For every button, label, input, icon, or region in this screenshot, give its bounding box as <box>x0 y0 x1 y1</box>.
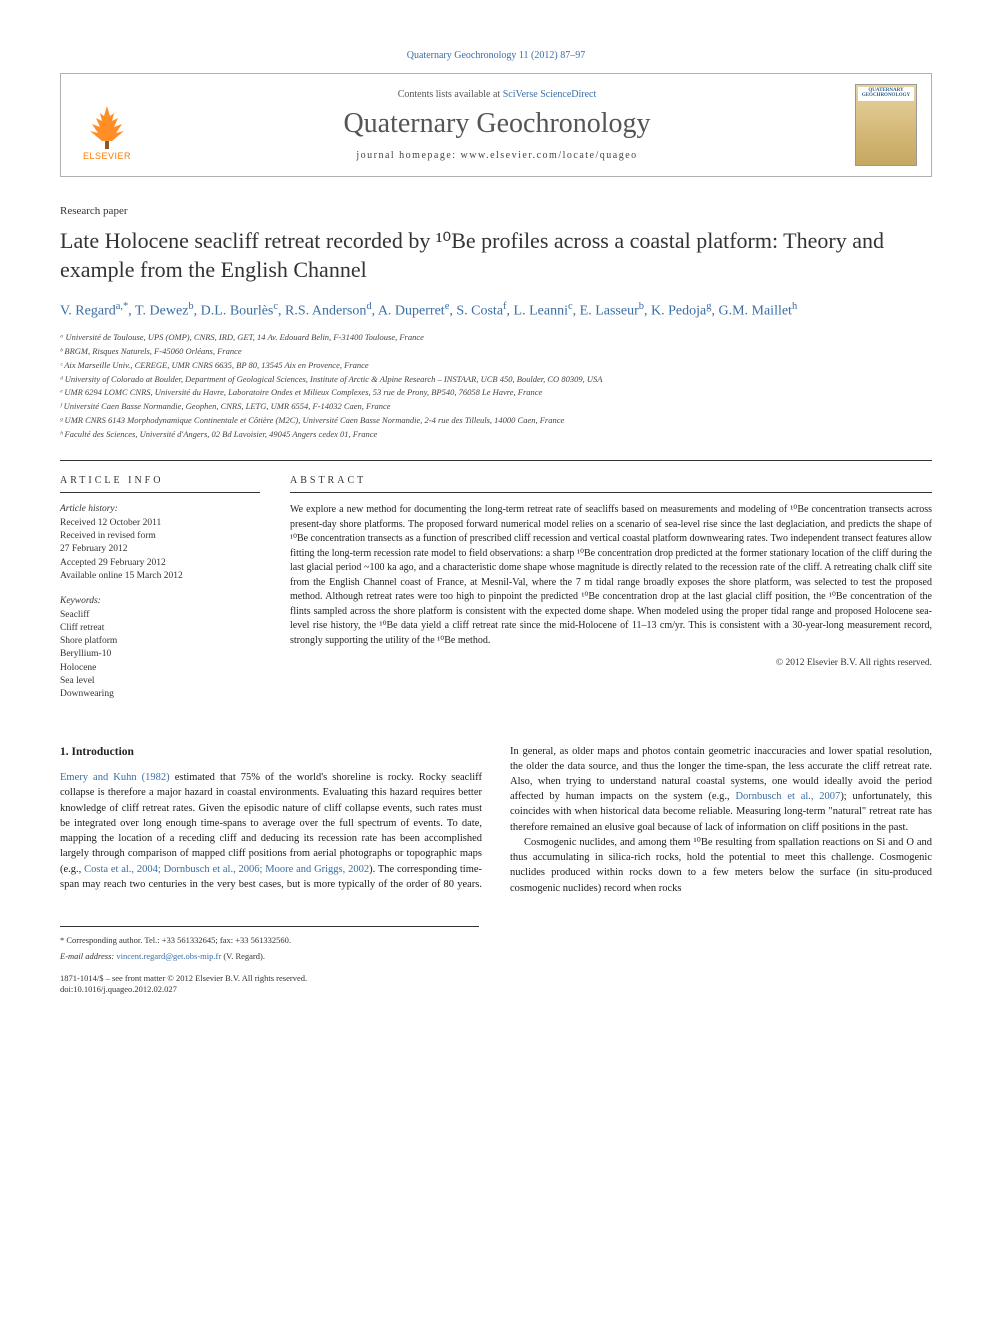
elsevier-wordmark: ELSEVIER <box>83 151 131 161</box>
journal-homepage: journal homepage: www.elsevier.com/locat… <box>153 150 841 161</box>
corresponding-email: E-mail address: vincent.regard@get.obs-m… <box>60 951 479 963</box>
history-label: Article history: <box>60 503 260 516</box>
keyword: Downwearing <box>60 688 260 701</box>
article-title: Late Holocene seacliff retreat recorded … <box>60 227 932 284</box>
elsevier-tree-icon <box>82 101 132 151</box>
affiliation-line: ᵇ BRGM, Risques Naturels, F-45060 Orléan… <box>60 345 932 358</box>
affiliation-line: ᶠ Université Caen Basse Normandie, Geoph… <box>60 400 932 413</box>
contents-available: Contents lists available at SciVerse Sci… <box>153 89 841 100</box>
contents-prefix: Contents lists available at <box>398 89 503 100</box>
issn-line: 1871-1014/$ – see front matter © 2012 El… <box>60 973 479 985</box>
body-paragraph-2: Cosmogenic nuclides, and among them ¹⁰Be… <box>510 835 932 896</box>
affiliation-line: ᵉ UMR 6294 LOMC CNRS, Université du Havr… <box>60 386 932 399</box>
citation[interactable]: Griggs, 2002 <box>314 864 369 875</box>
email-who: (V. Regard). <box>221 951 265 961</box>
homepage-url[interactable]: www.elsevier.com/locate/quageo <box>461 150 638 161</box>
abstract-column: ABSTRACT We explore a new method for doc… <box>290 475 932 713</box>
email-link[interactable]: vincent.regard@get.obs-mip.fr <box>116 951 221 961</box>
body-text-run: estimated that 75% of the world's shorel… <box>60 772 482 874</box>
breadcrumb: Quaternary Geochronology 11 (2012) 87–97 <box>60 50 932 61</box>
affiliation-line: ᵈ University of Colorado at Boulder, Dep… <box>60 373 932 386</box>
history-line: 27 February 2012 <box>60 543 260 556</box>
elsevier-logo: ELSEVIER <box>75 89 139 161</box>
abstract-copyright: © 2012 Elsevier B.V. All rights reserved… <box>290 658 932 668</box>
journal-name: Quaternary Geochronology <box>153 108 841 140</box>
email-label: E-mail address: <box>60 951 116 961</box>
keyword: Shore platform <box>60 635 260 648</box>
keyword: Cliff retreat <box>60 622 260 635</box>
affiliations: ᵃ Université de Toulouse, UPS (OMP), CNR… <box>60 331 932 440</box>
article-history: Article history: Received 12 October 201… <box>60 503 260 583</box>
keyword: Beryllium-10 <box>60 648 260 661</box>
keywords-block: Keywords: SeacliffCliff retreatShore pla… <box>60 595 260 701</box>
keyword: Seacliff <box>60 609 260 622</box>
citation[interactable]: Emery and Kuhn (1982) <box>60 772 170 783</box>
body-text: 1. Introduction Emery and Kuhn (1982) es… <box>60 744 932 896</box>
section-heading: 1. Introduction <box>60 744 482 761</box>
affiliation-line: ᵃ Université de Toulouse, UPS (OMP), CNR… <box>60 331 932 344</box>
journal-header: ELSEVIER Contents lists available at Sci… <box>60 73 932 177</box>
keywords-label: Keywords: <box>60 595 260 608</box>
citation[interactable]: Dornbusch et al., 2007 <box>735 791 840 802</box>
keyword: Holocene <box>60 662 260 675</box>
article-info-column: ARTICLE INFO Article history: Received 1… <box>60 475 260 713</box>
doi-line: doi:10.1016/j.quageo.2012.02.027 <box>60 984 479 996</box>
sciencedirect-link[interactable]: SciVerse ScienceDirect <box>503 89 597 100</box>
corresponding-author: * Corresponding author. Tel.: +33 561332… <box>60 935 479 947</box>
abstract-text: We explore a new method for documenting … <box>290 503 932 648</box>
article-info-heading: ARTICLE INFO <box>60 475 260 493</box>
cover-title: QUATERNARY GEOCHRONOLOGY <box>858 88 914 98</box>
affiliation-line: ᶜ Aix Marseille Univ., CEREGE, UMR CNRS … <box>60 359 932 372</box>
journal-cover-thumbnail: QUATERNARY GEOCHRONOLOGY <box>855 84 917 166</box>
affiliation-line: ᵍ UMR CNRS 6143 Morphodynamique Continen… <box>60 414 932 427</box>
article-type: Research paper <box>60 205 932 217</box>
history-line: Received in revised form <box>60 530 260 543</box>
page-footer: * Corresponding author. Tel.: +33 561332… <box>60 926 479 997</box>
keyword: Sea level <box>60 675 260 688</box>
citation[interactable]: Costa et al., 2004; Dornbusch et al., 20… <box>84 864 311 875</box>
homepage-label: journal homepage: <box>356 150 460 161</box>
abstract-heading: ABSTRACT <box>290 475 932 493</box>
history-line: Available online 15 March 2012 <box>60 570 260 583</box>
authors-list: V. Regarda,*, T. Dewezb, D.L. Bourlèsc, … <box>60 300 932 321</box>
history-line: Received 12 October 2011 <box>60 517 260 530</box>
affiliation-line: ʰ Faculté des Sciences, Université d'Ang… <box>60 428 932 441</box>
history-line: Accepted 29 February 2012 <box>60 557 260 570</box>
